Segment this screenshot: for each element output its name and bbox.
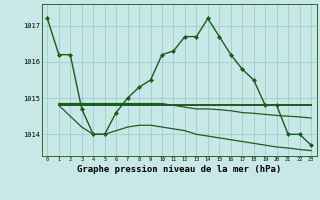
X-axis label: Graphe pression niveau de la mer (hPa): Graphe pression niveau de la mer (hPa) — [77, 165, 281, 174]
